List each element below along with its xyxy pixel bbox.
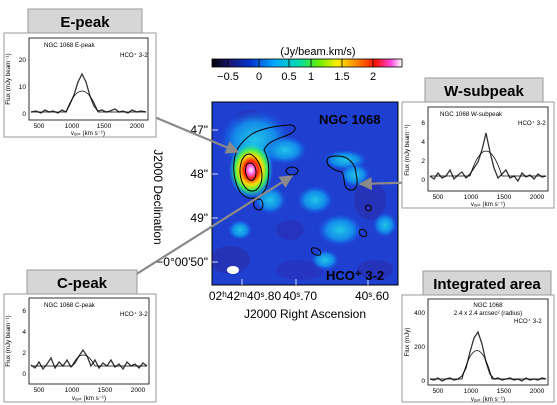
- y-tick: 0: [22, 111, 26, 118]
- x-tick: 2000: [131, 387, 146, 394]
- x-label: vₒₚₜ (km s⁻¹): [71, 130, 105, 137]
- x-tick: 1500: [497, 388, 512, 395]
- spectrum-fit: [31, 354, 147, 367]
- colorbar-unit: (Jy/beam.km/s): [280, 46, 355, 58]
- x-tick: 500: [34, 123, 45, 130]
- map-xlabel: J2000 Right Ascension: [244, 307, 366, 321]
- map-line-label: HCO⁺ 3-2: [326, 268, 384, 283]
- y-tick: 0: [421, 378, 425, 385]
- colorbar-tick: −0.5: [217, 71, 239, 83]
- panel-title: C-peak: [57, 275, 108, 292]
- spectrum-header: NGC 1068 C-peak: [44, 302, 96, 309]
- x-tick: 1000: [65, 123, 80, 130]
- spectrum-line: HCO⁺ 3-2: [120, 311, 148, 318]
- x-tick: 1000: [65, 387, 80, 394]
- y-label: Flux (mJy beam⁻¹): [5, 53, 12, 104]
- arrow-c-peak: [107, 175, 294, 293]
- panel-c-peak: C-peak NGC 1068 C-peak HCO⁺ 3-2 0 2 4 6 …: [3, 269, 157, 403]
- colorbar-tick: 2: [370, 71, 376, 83]
- y-tick: 200: [414, 344, 425, 351]
- map-ylabel: J2000 Declination: [151, 149, 165, 244]
- x-tick: 1500: [497, 194, 512, 201]
- x-tick: 1500: [98, 387, 113, 394]
- panel-title: W-subpeak: [444, 83, 524, 100]
- y-label: Flux (mJy beam⁻¹): [5, 315, 12, 366]
- x-tick: 2000: [530, 194, 545, 201]
- x-tick: 500: [34, 387, 45, 394]
- ra-tick: 02ʰ42ᵐ40ˢ.80: [209, 289, 282, 303]
- y-tick: 2: [22, 350, 26, 357]
- y-tick: 4: [421, 139, 425, 146]
- x-tick: 1000: [464, 194, 479, 201]
- spectrum-header-2: 2.4 x 2.4 arcsec² (radius): [454, 310, 522, 317]
- dec-tick: −0°00'50": [156, 255, 208, 269]
- x-label: vₒₚₜ (km s⁻¹): [471, 201, 505, 208]
- y-tick: 4: [22, 329, 26, 336]
- spectrum-histogram: [30, 348, 148, 371]
- map-object-label: NGC 1068: [319, 112, 380, 127]
- y-tick: 6: [22, 308, 26, 315]
- spectrum-fit: [31, 90, 146, 113]
- y-tick: 0: [421, 177, 425, 184]
- colorbar-tick: 1.5: [334, 71, 349, 83]
- x-tick: 500: [433, 194, 444, 201]
- x-label: vₒₚₜ (km s⁻¹): [471, 396, 505, 403]
- spectrum-line: HCO⁺ 3-2: [518, 120, 546, 127]
- colorbar-tick: 0.5: [281, 71, 296, 83]
- ra-tick: 40ˢ.60: [355, 289, 389, 303]
- panel-title: Integrated area: [433, 276, 541, 293]
- y-tick: 400: [414, 310, 425, 317]
- x-label: vₒₚₜ (km s⁻¹): [72, 395, 106, 402]
- spectrum-header: NGC 1068 E-peak: [44, 42, 95, 49]
- intensity-map: NGC 1068 HCO⁺ 3-2 47" 48" 49" −0°00'50" …: [151, 101, 399, 321]
- panel-integrated-area: Integrated area NGC 1068 2.4 x 2.4 arcse…: [401, 270, 555, 403]
- y-tick: 2: [421, 158, 425, 165]
- x-tick: 1500: [97, 123, 112, 130]
- spectrum-fit: [430, 150, 546, 177]
- spectrum-header: NGC 1068 W-subpeak: [440, 111, 503, 118]
- ra-tick: 40ˢ.70: [283, 289, 317, 303]
- panel-title: E-peak: [60, 14, 110, 31]
- y-tick: 6: [421, 120, 425, 127]
- spectrum-line: HCO⁺ 3-2: [514, 318, 542, 325]
- panel-e-peak: E-peak NGC 1068 E-peak HCO⁺ 3-2 0 10 20 …: [3, 8, 157, 138]
- beam-ellipse: [227, 266, 239, 274]
- y-label: Flux (mJy beam⁻¹): [404, 124, 411, 175]
- spectrum-fit: [430, 350, 546, 380]
- colorbar: (Jy/beam.km/s) −0.5 0 0.5 1 1.5 2: [211, 46, 403, 83]
- dec-tick: 49": [190, 211, 208, 225]
- x-tick: 500: [433, 388, 444, 395]
- colorbar-tick: 1: [308, 71, 314, 83]
- spectrum-histogram: [429, 132, 547, 183]
- panel-w-subpeak: W-subpeak NGC 1068 W-subpeak HCO⁺ 3-2 0 …: [401, 77, 555, 209]
- x-tick: 1000: [464, 388, 479, 395]
- spectrum-header: NGC 1068: [473, 302, 503, 309]
- spectrum-line: HCO⁺ 3-2: [120, 52, 148, 59]
- y-tick: 0: [22, 371, 26, 378]
- colorbar-scale: [211, 58, 403, 68]
- x-tick: 2000: [530, 388, 545, 395]
- spectrum-histogram: [429, 330, 547, 382]
- dec-tick: 48": [190, 167, 208, 181]
- y-tick: 10: [19, 84, 27, 91]
- y-tick: 20: [19, 57, 27, 64]
- colorbar-tick: 0: [256, 71, 262, 83]
- x-tick: 2000: [130, 123, 145, 130]
- y-label: Flux (mJy): [404, 328, 411, 357]
